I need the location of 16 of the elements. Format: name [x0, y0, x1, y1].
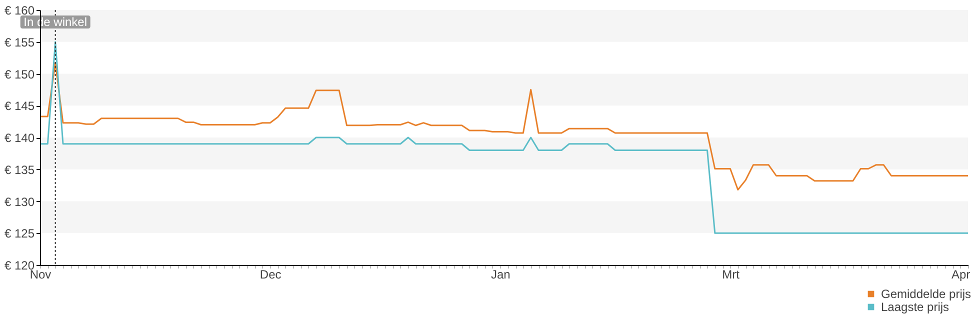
y-tick-label: € 150 [4, 67, 35, 82]
y-tick-label: € 125 [4, 226, 35, 241]
y-tick-label: € 130 [4, 194, 35, 209]
x-tick-label: Dec [260, 268, 282, 282]
y-tick-label: € 135 [4, 162, 35, 177]
legend-label: Laagste prijs [881, 300, 950, 314]
x-tick-label: Mrt [722, 268, 740, 282]
line-series [39, 41, 969, 234]
y-tick-label: € 140 [4, 131, 35, 145]
line-series [39, 62, 969, 191]
legend-label: Gemiddelde prijs [881, 287, 972, 301]
y-tick-label: € 155 [4, 35, 35, 50]
y-tick-label: € 145 [4, 99, 35, 114]
y-tick-label: € 160 [4, 4, 35, 18]
x-tick-label: Apr [951, 268, 970, 282]
x-tick-label: Jan [490, 268, 510, 282]
